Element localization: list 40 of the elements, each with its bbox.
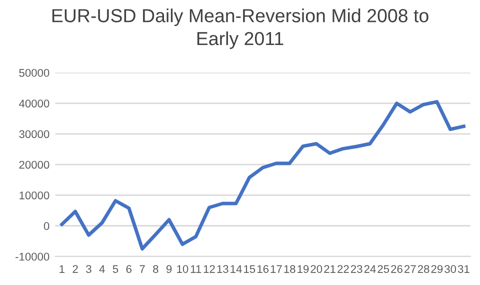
x-tick-label: 9 [166,265,172,273]
x-tick-label: 23 [350,265,362,273]
y-tick-label: 10000 [20,191,50,200]
y-tick-label: 0 [44,222,50,230]
x-tick-label: 16 [257,265,268,273]
x-tick-label: 29 [431,265,443,273]
x-tick-label: 20 [310,265,322,273]
y-tick-label: -10000 [16,252,50,261]
y-tick-label: 50000 [19,68,50,77]
x-tick-label: 8 [153,265,158,273]
x-tick-label: 4 [99,265,105,273]
x-tick-label: 15 [244,265,256,273]
x-tick-label: 28 [418,265,430,273]
x-tick-label: 19 [298,265,309,273]
x-tick-label: 21 [324,265,336,273]
x-tick-label: 13 [217,265,228,273]
x-tick-label: 10 [177,265,188,273]
x-tick-label: 30 [444,265,456,273]
x-tick-label: 18 [284,265,296,273]
x-tick-label: 2 [72,265,78,273]
x-tick-label: 12 [204,265,215,273]
x-tick-label: 3 [86,265,92,273]
x-tick-label: 31 [458,265,470,273]
x-tick-label: 24 [364,265,376,273]
x-tick-label: 7 [140,265,145,273]
x-tick-label: 1 [60,265,64,273]
y-tick-label: 40000 [19,100,50,108]
x-tick-label: 25 [378,265,390,273]
x-tick-label: 22 [338,265,349,273]
x-tick-label: 6 [126,265,132,273]
line-series [60,100,466,251]
x-tick-label: 11 [190,265,202,273]
x-tick-label: 26 [391,265,402,273]
x-tick-label: 14 [230,265,242,273]
y-tick-label: 30000 [19,130,50,138]
x-tick-label: 17 [270,265,282,273]
x-tick-label: 5 [112,265,118,273]
chart-title: EUR-USD Daily Mean-Reversion Mid 2008 to Early 2011 [52,8,428,49]
y-tick-label: 20000 [19,160,50,169]
x-tick-label: 27 [404,265,416,273]
